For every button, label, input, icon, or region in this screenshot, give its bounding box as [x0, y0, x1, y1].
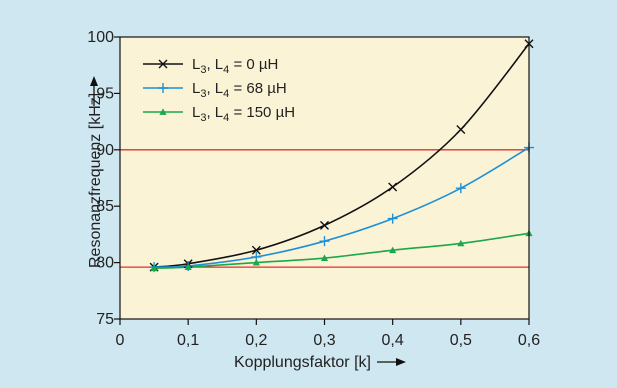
data-point-s3-3: [252, 259, 260, 266]
legend-swatch-marker: [159, 108, 167, 115]
y-tick-label: 90: [96, 142, 114, 159]
legend-swatch-marker: [158, 83, 168, 93]
data-point-s3-2: [184, 263, 192, 270]
data-point-s2-5: [387, 213, 398, 224]
x-tick-label: 0,5: [450, 332, 472, 349]
x-tick-label: 0,6: [518, 332, 540, 349]
data-point-s1-5: [388, 182, 398, 192]
data-point-s1-3: [251, 245, 261, 255]
data-point-s1-6: [456, 125, 466, 134]
y-tick-label: 80: [96, 255, 114, 272]
x-axis-label: Kopplungsfaktor [k]: [234, 354, 371, 371]
y-tick-label: 75: [96, 311, 114, 328]
x-tick-label: 0: [116, 332, 125, 349]
legend-item-1: L3, L4 = 0 µH: [143, 56, 278, 76]
x-tick-label: 0,2: [245, 332, 267, 349]
series-markers: [149, 39, 534, 273]
data-point-s3-6: [457, 239, 465, 247]
y-axis-arrow-head: [90, 76, 98, 86]
x-axis-title: Kopplungsfaktor [k]: [234, 354, 406, 371]
x-tick-label: 0,1: [177, 332, 199, 349]
plot-area: [120, 37, 529, 319]
legend-item-3: L3, L4 = 150 µH: [143, 104, 295, 124]
data-point-s3-4: [320, 254, 329, 261]
x-tick-label: 0,3: [313, 332, 335, 349]
data-point-s1-4: [320, 220, 329, 230]
legend-label: L3, L4 = 0 µH: [192, 56, 278, 76]
y-tick-label: 95: [96, 85, 114, 102]
y-axis-title: Resonanzfrequenz [kHz]: [87, 76, 104, 268]
y-tick-label: 85: [96, 198, 114, 215]
x-tick-label: 0,4: [382, 332, 404, 349]
x-axis: 0 0,1 0,2 0,3 0,4 0,5 0,6: [116, 319, 540, 349]
x-axis-arrow-head: [396, 358, 406, 366]
data-point-s2-4: [319, 236, 330, 247]
data-point-s3-5: [389, 246, 397, 254]
data-point-s3-1: [150, 264, 158, 272]
legend-swatch-marker: [158, 59, 168, 69]
legend-label: L3, L4 = 68 µH: [192, 80, 287, 100]
legend: L3, L4 = 0 µH L3, L4 = 68 µH L3, L4 = 150 …: [143, 56, 295, 124]
y-tick-label: 100: [87, 29, 114, 46]
y-axis: 75 80 85 90 95 100: [87, 29, 120, 328]
data-point-s2-6: [455, 183, 466, 194]
series-line-1: [154, 43, 530, 268]
y-axis-label: Resonanzfrequenz [kHz]: [87, 93, 104, 268]
legend-item-2: L3, L4 = 68 µH: [143, 80, 287, 100]
legend-label: L3, L4 = 150 µH: [192, 104, 295, 124]
